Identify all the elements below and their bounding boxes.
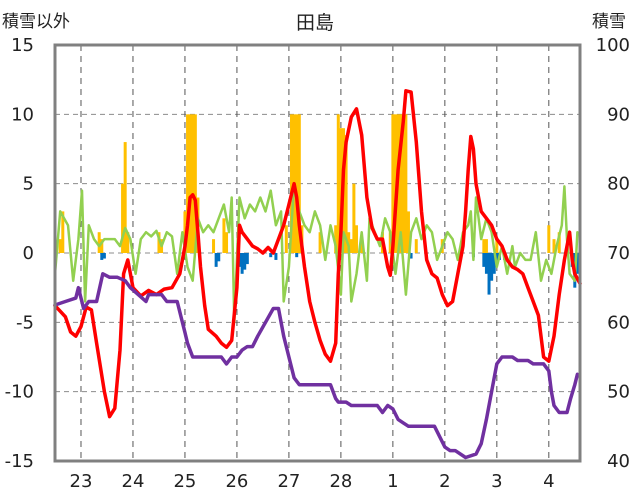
right-tick-label: 80 xyxy=(607,174,630,195)
left-tick-label: -5 xyxy=(16,312,34,333)
x-tick-label: 28 xyxy=(329,471,352,492)
snowfall-bar xyxy=(388,232,392,253)
snowfall-bar xyxy=(406,211,410,253)
snowfall-bar xyxy=(354,225,358,253)
snowfall-bar xyxy=(484,239,488,253)
snowfall-bar xyxy=(334,225,338,253)
snow-decrease-bar xyxy=(240,253,244,274)
left-tick-label: 0 xyxy=(23,243,34,264)
snowfall-bar xyxy=(123,142,127,253)
snowfall-bar xyxy=(360,239,364,253)
snow-decrease-bar xyxy=(492,253,496,274)
snowfall-bar xyxy=(284,225,288,253)
snow-decrease-bar xyxy=(245,253,249,265)
temperature-line xyxy=(53,89,582,419)
snowfall-bar xyxy=(495,239,499,253)
snow-decrease-bar xyxy=(482,253,486,267)
right-tick-label: 40 xyxy=(607,451,630,472)
snowfall-bar xyxy=(295,114,299,253)
right-tick-label: 90 xyxy=(607,104,630,125)
x-tick-label: 23 xyxy=(70,471,93,492)
snow-decrease-bar xyxy=(490,253,494,281)
plot-frame xyxy=(53,43,582,463)
snowfall-bar xyxy=(297,114,301,253)
x-tick-label: 24 xyxy=(122,471,145,492)
snowfall-bar xyxy=(61,211,65,253)
x-tick-label: 4 xyxy=(543,471,554,492)
left-tick-label: -10 xyxy=(5,382,34,403)
snow-decrease-bar xyxy=(575,253,579,274)
snowfall-bar xyxy=(222,218,226,253)
snowfall-bar xyxy=(414,239,418,253)
snowfall-bar xyxy=(401,114,405,253)
snow-decrease-bar xyxy=(214,253,218,267)
left-tick-label: 5 xyxy=(23,174,34,195)
left-tick-label: 10 xyxy=(11,104,34,125)
x-tick-label: 2 xyxy=(439,471,450,492)
snowfall-bar xyxy=(399,114,403,253)
snowfall-bar xyxy=(547,225,551,253)
snowfall-bar xyxy=(552,239,556,253)
snow-decrease-bar xyxy=(102,253,106,259)
snowfall-bar xyxy=(391,114,395,253)
snowfall-bar xyxy=(186,114,190,253)
snowfall-bar xyxy=(225,232,229,253)
snowfall-bar xyxy=(404,114,408,253)
snowfall-bar xyxy=(121,183,125,253)
left-tick-label: 15 xyxy=(11,35,34,56)
snow-decrease-bar xyxy=(495,253,499,265)
snowfall-bar xyxy=(191,114,195,253)
snow-decrease-bar xyxy=(243,253,247,270)
right-tick-label: 50 xyxy=(607,382,630,403)
right-axis-label: 積雪 xyxy=(592,12,626,32)
snowfall-bar xyxy=(349,239,353,253)
snowfall-bar xyxy=(58,239,62,253)
snowfall-bar xyxy=(318,232,322,253)
snowfall-bar xyxy=(557,232,561,253)
snow-decrease-bar xyxy=(409,253,413,259)
snow-decrease-bar xyxy=(100,253,104,260)
snowfall-bar xyxy=(193,114,197,253)
snowfall-bar xyxy=(188,114,192,253)
wind-line xyxy=(53,182,579,324)
snowfall-bar xyxy=(344,135,348,253)
snowfall-bar xyxy=(290,114,294,253)
snowfall-bar xyxy=(126,232,130,253)
snowfall-bar xyxy=(352,183,356,253)
left-tick-label: -15 xyxy=(5,451,34,472)
left-axis-label: 積雪以外 xyxy=(2,12,70,32)
x-tick-label: 25 xyxy=(173,471,196,492)
snow-decrease-bar xyxy=(487,253,491,295)
right-tick-label: 100 xyxy=(596,35,630,56)
snowfall-bar xyxy=(100,239,104,253)
snowfall-bar xyxy=(336,114,340,253)
right-tick-label: 70 xyxy=(607,243,630,264)
chart-title: 田島 xyxy=(296,12,335,34)
snowfall-bar xyxy=(157,232,161,253)
right-tick-label: 60 xyxy=(607,312,630,333)
snow-decrease-bar xyxy=(269,253,273,258)
snow-decrease-bar xyxy=(295,253,299,258)
snow-depth-line xyxy=(53,272,580,460)
snow-decrease-bar xyxy=(274,253,278,260)
x-tick-label: 1 xyxy=(387,471,398,492)
x-tick-label: 3 xyxy=(491,471,502,492)
x-tick-label: 27 xyxy=(277,471,300,492)
snowfall-bar xyxy=(97,232,101,253)
x-tick-label: 26 xyxy=(225,471,248,492)
snowfall-bar xyxy=(212,239,216,253)
snow-decrease-bar xyxy=(484,253,488,274)
snowfall-bar xyxy=(482,239,486,253)
snow-decrease-bar xyxy=(217,253,221,262)
